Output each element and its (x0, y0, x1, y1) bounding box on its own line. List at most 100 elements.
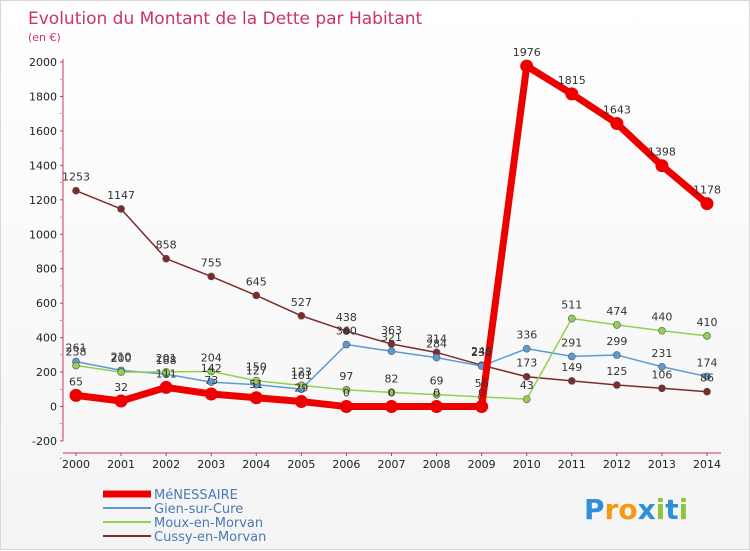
data-label: 149 (561, 361, 582, 374)
x-tick-label: 2007 (378, 458, 406, 471)
data-label: 645 (246, 275, 267, 288)
data-label: 511 (561, 299, 582, 312)
data-point (207, 367, 216, 376)
data-label: 106 (651, 368, 672, 381)
data-point (703, 332, 711, 340)
data-label: 438 (336, 311, 357, 324)
data-point (432, 390, 441, 399)
data-point (342, 327, 351, 335)
data-label: 127 (246, 365, 267, 378)
x-tick-label: 2001 (107, 458, 135, 471)
data-label: 235 (471, 346, 492, 359)
data-label: 321 (381, 331, 402, 344)
data-point (297, 311, 306, 320)
y-tick-label: 200 (36, 366, 57, 379)
y-tick-label: 600 (36, 297, 57, 310)
data-point (249, 391, 263, 405)
x-tick-label: 2006 (332, 458, 360, 471)
data-point (159, 380, 173, 394)
data-point (700, 197, 714, 211)
data-label: 261 (66, 342, 87, 355)
x-tick-label: 2014 (693, 458, 721, 471)
data-point (565, 87, 579, 101)
data-label: 1147 (107, 189, 135, 202)
data-label: 101 (291, 369, 312, 382)
data-label: 284 (426, 338, 447, 351)
data-point (162, 368, 170, 376)
data-point (162, 254, 170, 263)
data-label: 204 (201, 351, 222, 364)
data-label: 360 (336, 325, 357, 338)
data-point (610, 117, 624, 131)
data-point (252, 291, 261, 300)
x-tick-label: 2003 (197, 458, 225, 471)
data-label: 210 (111, 350, 132, 363)
data-point (114, 394, 128, 408)
data-label: 150 (246, 361, 267, 374)
y-tick-label: 400 (36, 332, 57, 345)
data-point (387, 347, 396, 356)
data-label: 29 (294, 382, 308, 395)
data-point (567, 352, 576, 361)
data-point (72, 361, 80, 370)
legend-label: Gien-sur-Cure (154, 502, 243, 517)
data-point (520, 59, 534, 73)
data-point (613, 351, 621, 359)
x-tick-label: 2009 (468, 458, 496, 471)
data-point (117, 205, 125, 213)
data-label: 240 (471, 345, 492, 358)
data-label: 1178 (693, 184, 721, 197)
data-label: 755 (201, 256, 222, 269)
data-point (252, 376, 261, 385)
data-point (207, 378, 216, 386)
data-label: 440 (651, 311, 672, 324)
data-label: 1398 (648, 146, 676, 159)
y-tick-label: 1200 (29, 194, 57, 207)
y-tick-label: 1400 (29, 159, 57, 172)
data-label: 142 (201, 362, 222, 375)
logo-text: Proxiti (584, 493, 688, 526)
legend: MéNESSAIREGien-sur-CureMoux-en-MorvanCus… (103, 488, 266, 545)
data-point (522, 395, 531, 403)
axes: -200020040060080010001200140016001800200… (29, 56, 721, 471)
proxiti-logo: Proxiti (584, 493, 688, 526)
data-point (703, 372, 711, 381)
data-point (385, 400, 398, 414)
data-point (387, 388, 396, 397)
x-tick-label: 2012 (603, 458, 631, 471)
data-point (703, 387, 711, 396)
data-label: 0 (343, 387, 350, 400)
data-label: 363 (381, 324, 402, 337)
chart-subtitle: (en €) (28, 31, 61, 44)
data-label: 291 (561, 336, 582, 349)
series-lines (69, 59, 714, 414)
legend-label: MéNESSAIRE (154, 488, 238, 503)
x-tick-label: 2011 (558, 458, 586, 471)
y-tick-label: 1000 (29, 228, 57, 241)
chart-title: Evolution du Montant de la Dette par Hab… (28, 9, 423, 29)
data-label: 0 (478, 387, 485, 400)
data-label: 527 (291, 296, 312, 309)
data-label: 32 (114, 381, 128, 394)
data-point (204, 387, 218, 401)
data-label: 1815 (558, 74, 586, 87)
data-point (339, 400, 353, 414)
data-label: 231 (651, 347, 672, 360)
data-label: 125 (606, 365, 627, 378)
data-label: 314 (426, 332, 447, 345)
data-point (658, 384, 666, 393)
data-label: 238 (66, 346, 87, 359)
data-label: 0 (433, 387, 440, 400)
data-point (658, 326, 666, 335)
x-tick-label: 2008 (423, 458, 451, 471)
data-point (567, 377, 576, 385)
data-label: 410 (697, 316, 718, 329)
data-point (430, 400, 444, 414)
x-tick-label: 2013 (648, 458, 676, 471)
data-point (655, 159, 669, 173)
data-labels: 65 32 111 73 51 29 0 0 0 0 1976 1815 1643 1398 1178 261… (62, 46, 721, 399)
data-point (72, 186, 80, 195)
data-label: 201 (156, 352, 177, 365)
